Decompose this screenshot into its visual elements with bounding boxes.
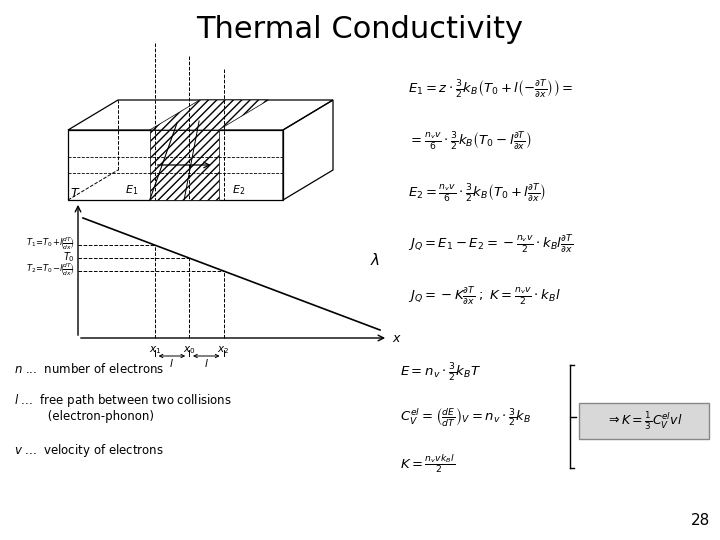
Text: $\Rightarrow K = \frac{1}{3} C_V^{el} v l$: $\Rightarrow K = \frac{1}{3} C_V^{el} v … — [606, 410, 683, 432]
Text: Thermal Conductivity: Thermal Conductivity — [197, 15, 523, 44]
Text: $C_V^{el} = \left(\frac{dE}{dT}\right)_V = n_v \cdot \frac{3}{2} k_B$: $C_V^{el} = \left(\frac{dE}{dT}\right)_V… — [400, 407, 531, 429]
Text: $T_2\!=\!T_0\!-\!l\!\left(\!\frac{dT}{dx}\!\right)$: $T_2\!=\!T_0\!-\!l\!\left(\!\frac{dT}{dx… — [26, 262, 75, 278]
Text: 28: 28 — [690, 513, 710, 528]
Text: $E_1 = z \cdot \frac{3}{2} k_B \left( T_0 + l\left(-\frac{\partial T}{\partial x: $E_1 = z \cdot \frac{3}{2} k_B \left( T_… — [408, 78, 573, 100]
Text: $v$ ...  velocity of electrons: $v$ ... velocity of electrons — [14, 442, 164, 459]
Text: T: T — [70, 187, 78, 200]
Text: $l$: $l$ — [169, 357, 174, 369]
Polygon shape — [150, 130, 218, 200]
FancyBboxPatch shape — [579, 403, 709, 439]
Text: $J_Q = E_1 - E_2 = -\frac{n_v v}{2} \cdot k_B l \frac{\partial T}{\partial x}$: $J_Q = E_1 - E_2 = -\frac{n_v v}{2} \cdo… — [408, 234, 574, 256]
Text: $= \frac{n_v v}{6} \cdot \frac{3}{2} k_B \left( T_0 - l\frac{\partial T}{\partia: $= \frac{n_v v}{6} \cdot \frac{3}{2} k_B… — [408, 130, 531, 152]
Polygon shape — [150, 100, 269, 130]
Text: $x_2$: $x_2$ — [217, 344, 230, 356]
Text: $E_2 = \frac{n_v v}{6} \cdot \frac{3}{2} k_B \left( T_0 + l\frac{\partial T}{\pa: $E_2 = \frac{n_v v}{6} \cdot \frac{3}{2}… — [408, 182, 546, 204]
Text: $E_2$: $E_2$ — [232, 183, 245, 197]
Text: $n$ ...  number of electrons: $n$ ... number of electrons — [14, 362, 164, 376]
Text: $T_0$: $T_0$ — [63, 250, 75, 264]
Text: $l$ ...  free path between two collisions: $l$ ... free path between two collisions — [14, 392, 232, 409]
Text: $x_0$: $x_0$ — [183, 344, 195, 356]
Text: $E = n_v \cdot \frac{3}{2} k_B T$: $E = n_v \cdot \frac{3}{2} k_B T$ — [400, 362, 481, 384]
Text: $T_1\!=\!T_0\!+\!l\!\left(\!\frac{dT}{dx}\!\right)$: $T_1\!=\!T_0\!+\!l\!\left(\!\frac{dT}{dx… — [26, 236, 75, 252]
Text: $E_1$: $E_1$ — [125, 183, 138, 197]
Text: $\lambda$: $\lambda$ — [370, 252, 380, 268]
Text: $l$: $l$ — [204, 357, 209, 369]
Text: $J_Q = -K\frac{\partial T}{\partial x}\;; \; K = \frac{n_v v}{2} \cdot k_B l$: $J_Q = -K\frac{\partial T}{\partial x}\;… — [408, 286, 561, 308]
Text: (electron-phonon): (electron-phonon) — [14, 410, 154, 423]
Text: x: x — [392, 332, 400, 345]
Text: $x_1$: $x_1$ — [148, 344, 161, 356]
Text: $K = \frac{n_v v k_B l}{2}$: $K = \frac{n_v v k_B l}{2}$ — [400, 452, 455, 475]
